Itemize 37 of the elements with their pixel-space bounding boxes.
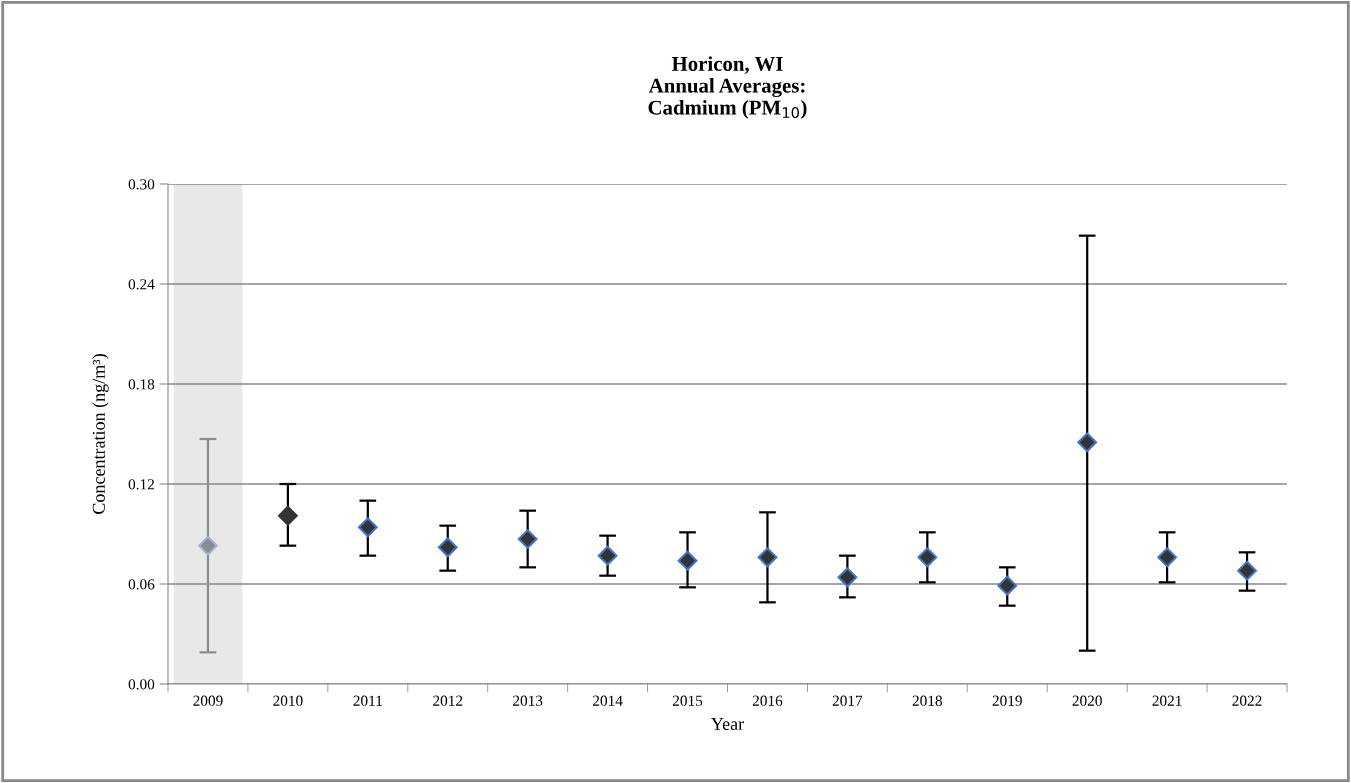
x-axis-title: Year xyxy=(711,718,744,731)
point xyxy=(757,547,778,568)
point xyxy=(278,505,298,526)
x-tick-label: 2022 xyxy=(1232,695,1262,706)
x-tick-label: 2017 xyxy=(832,695,863,706)
x-tick-label: 2018 xyxy=(912,695,943,706)
y-tick-label: 0.12 xyxy=(128,479,154,490)
x-tick-label: 2013 xyxy=(513,695,543,706)
point xyxy=(517,529,538,549)
point xyxy=(1237,560,1257,581)
point xyxy=(1077,432,1098,453)
y-tick-label: 0.30 xyxy=(128,179,155,190)
x-tick-label: 2015 xyxy=(672,695,703,706)
x-tick-label: 2020 xyxy=(1072,695,1102,706)
point xyxy=(198,535,218,556)
x-tick-label: 2009 xyxy=(193,695,223,706)
x-tick-label: 2012 xyxy=(433,695,463,706)
y-tick-label: 0.06 xyxy=(128,579,155,590)
point xyxy=(837,567,858,588)
point xyxy=(357,517,378,538)
x-tick-label: 2011 xyxy=(353,695,382,706)
point xyxy=(597,545,618,566)
x-tick-label: 2016 xyxy=(752,695,783,706)
y-tick-label: 0.24 xyxy=(128,279,155,290)
point xyxy=(917,547,938,568)
point xyxy=(437,537,458,558)
y-tick-label: 0.00 xyxy=(128,679,155,690)
x-tick-label: 2014 xyxy=(593,695,623,706)
chart-title: Horicon, WI Annual Averages: Cadmium (PM$_{10}$) xyxy=(648,56,807,119)
y-tick-label: 0.18 xyxy=(128,379,155,390)
x-tick-label: 2021 xyxy=(1152,695,1182,706)
point xyxy=(677,550,698,571)
point xyxy=(997,575,1018,596)
y-axis-title: Concentration (ng/m³) xyxy=(92,354,109,514)
point xyxy=(1157,547,1177,568)
x-tick-label: 2019 xyxy=(992,695,1022,706)
x-tick-label: 2010 xyxy=(273,695,303,706)
